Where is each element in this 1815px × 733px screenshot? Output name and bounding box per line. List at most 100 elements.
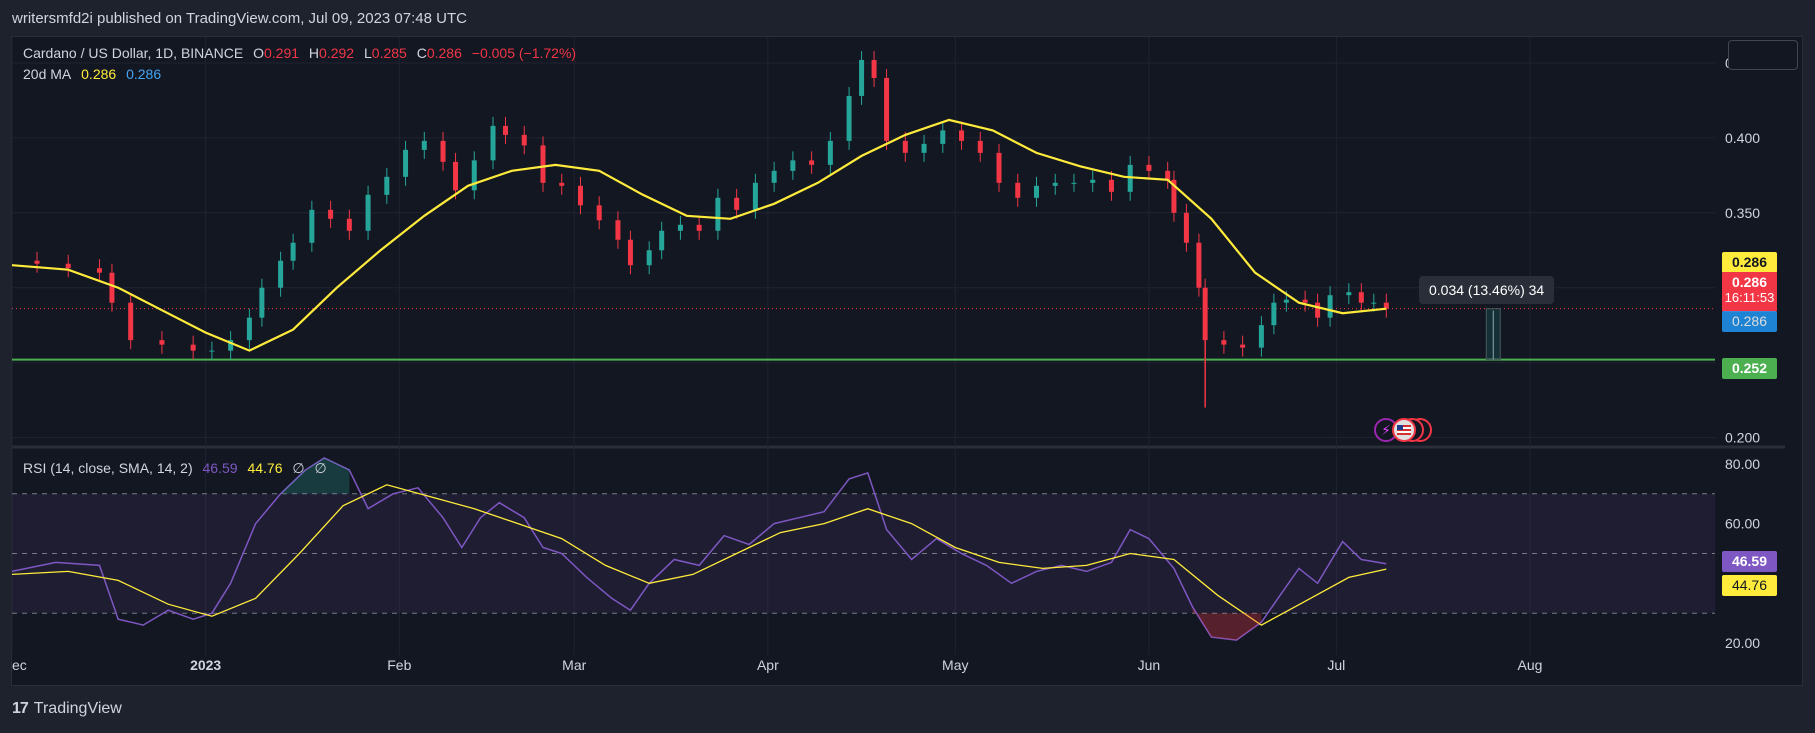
bar-countdown: 16:11:53 — [1724, 290, 1775, 305]
candle-body — [859, 59, 865, 96]
candle-body — [559, 182, 565, 186]
candle-body — [871, 59, 877, 78]
low-label: L — [363, 45, 372, 61]
candle-body — [1090, 179, 1096, 183]
rsi-axis-tick: 20.00 — [1725, 635, 1760, 651]
candle-body — [440, 140, 446, 162]
price-axis-tick: 0.200 — [1725, 430, 1760, 446]
candle-body — [1315, 302, 1321, 318]
candle-body — [1221, 340, 1227, 345]
candle-body — [209, 350, 215, 352]
candle-body — [771, 170, 777, 183]
candle-body — [384, 176, 390, 195]
time-axis-tick: Feb — [387, 657, 411, 673]
chart-canvas[interactable]: 0.4500.4000.3500.3000.2500.200ec2023FebM… — [0, 0, 1815, 686]
candle-body — [1346, 292, 1352, 296]
candle-body — [1183, 212, 1189, 243]
rsi-overbought-fill — [280, 458, 350, 494]
candle-body — [902, 140, 908, 153]
candle-body — [1108, 179, 1114, 192]
last-price-value: 0.286 — [1731, 274, 1768, 290]
candle-body — [809, 160, 815, 165]
candle-body — [228, 340, 234, 351]
candle-body — [1327, 295, 1333, 318]
rsi-value: 46.59 — [202, 460, 238, 476]
candle-body — [1052, 182, 1058, 186]
candle-body — [346, 218, 352, 231]
candle-body — [490, 125, 496, 161]
toolbar-box[interactable] — [1728, 40, 1798, 70]
candle-body — [1015, 182, 1021, 198]
candle-body — [365, 194, 371, 231]
candle-body — [1271, 302, 1277, 326]
candle-body — [403, 149, 409, 177]
time-axis-tick: Apr — [757, 657, 779, 673]
event-markers[interactable]: ⚡ — [1374, 418, 1436, 444]
time-axis-tick: ec — [12, 657, 27, 673]
open-label: O — [253, 45, 264, 61]
rsi-oversold-fill — [1192, 607, 1262, 641]
candle-body — [1283, 299, 1289, 303]
time-axis-tick: Aug — [1518, 657, 1543, 673]
candle-body — [471, 160, 477, 191]
candle-body — [596, 205, 602, 221]
candle-body — [846, 95, 852, 141]
candle-body — [1302, 299, 1308, 303]
footer-bar — [0, 686, 1815, 733]
rsi-empty-1: ∅ — [292, 460, 305, 476]
candle-body — [996, 152, 1002, 183]
rsi-empty-2: ∅ — [314, 460, 327, 476]
candle-body — [627, 239, 633, 266]
us-flag-icon[interactable] — [1392, 418, 1416, 442]
price-legend: Cardano / US Dollar, 1D, BINANCE O0.291 … — [23, 45, 576, 61]
price-axis-tick: 0.350 — [1725, 205, 1760, 221]
candle-body — [1258, 325, 1264, 348]
candle-body — [734, 197, 740, 210]
candle-body — [1196, 242, 1202, 288]
candle-body — [540, 145, 546, 183]
candle-body — [1358, 292, 1364, 303]
candle-body — [259, 287, 265, 318]
rsi-label[interactable]: RSI (14, close, SMA, 14, 2) — [23, 460, 193, 476]
candle-body — [503, 125, 509, 135]
candle-body — [696, 224, 702, 231]
rsi-value-tag: 46.59 — [1722, 551, 1777, 572]
rsi-ma-value: 44.76 — [247, 460, 283, 476]
time-axis-tick: Mar — [562, 657, 586, 673]
close-label: C — [416, 45, 427, 61]
candle-body — [959, 130, 965, 141]
candle-body — [1127, 164, 1133, 192]
candle-body — [190, 344, 196, 351]
high-label: H — [308, 45, 320, 61]
symbol-name[interactable]: Cardano / US Dollar, 1D, BINANCE — [23, 45, 244, 61]
candle-body — [1240, 344, 1246, 348]
ma-legend: 20d MA 0.286 0.286 — [23, 66, 161, 82]
tradingview-logo[interactable]: 17 TradingView — [12, 700, 122, 718]
candle-body — [521, 134, 527, 146]
time-axis-tick: Jun — [1138, 657, 1161, 673]
publish-info: writersmfd2i published on TradingView.co… — [12, 10, 467, 27]
candle-body — [34, 260, 40, 264]
candle-body — [246, 317, 252, 341]
candle-body — [1033, 185, 1039, 198]
measure-tooltip: 0.034 (13.46%) 34 — [1419, 276, 1555, 304]
rsi-legend: RSI (14, close, SMA, 14, 2) 46.59 44.76 … — [23, 460, 327, 477]
candle-body — [884, 77, 890, 141]
last-price-tag: 0.286 16:11:53 — [1722, 272, 1777, 312]
rsi-sma-line — [11, 484, 1387, 626]
candle-body — [96, 268, 102, 273]
candle-body — [65, 263, 71, 269]
ma-label[interactable]: 20d MA — [23, 66, 72, 82]
candle-body — [752, 182, 758, 210]
time-axis-tick: 2023 — [190, 657, 221, 673]
high-value: 0.292 — [319, 45, 355, 61]
close-value: 0.286 — [426, 45, 462, 61]
ma-value: 0.286 — [81, 66, 117, 82]
candle-body — [421, 140, 427, 150]
candle-body — [1146, 164, 1152, 171]
candle-body — [1165, 170, 1171, 180]
candle-body — [1171, 179, 1177, 213]
candle-body — [1371, 302, 1377, 304]
candle-body — [128, 302, 134, 341]
time-axis-tick: Jul — [1327, 657, 1345, 673]
